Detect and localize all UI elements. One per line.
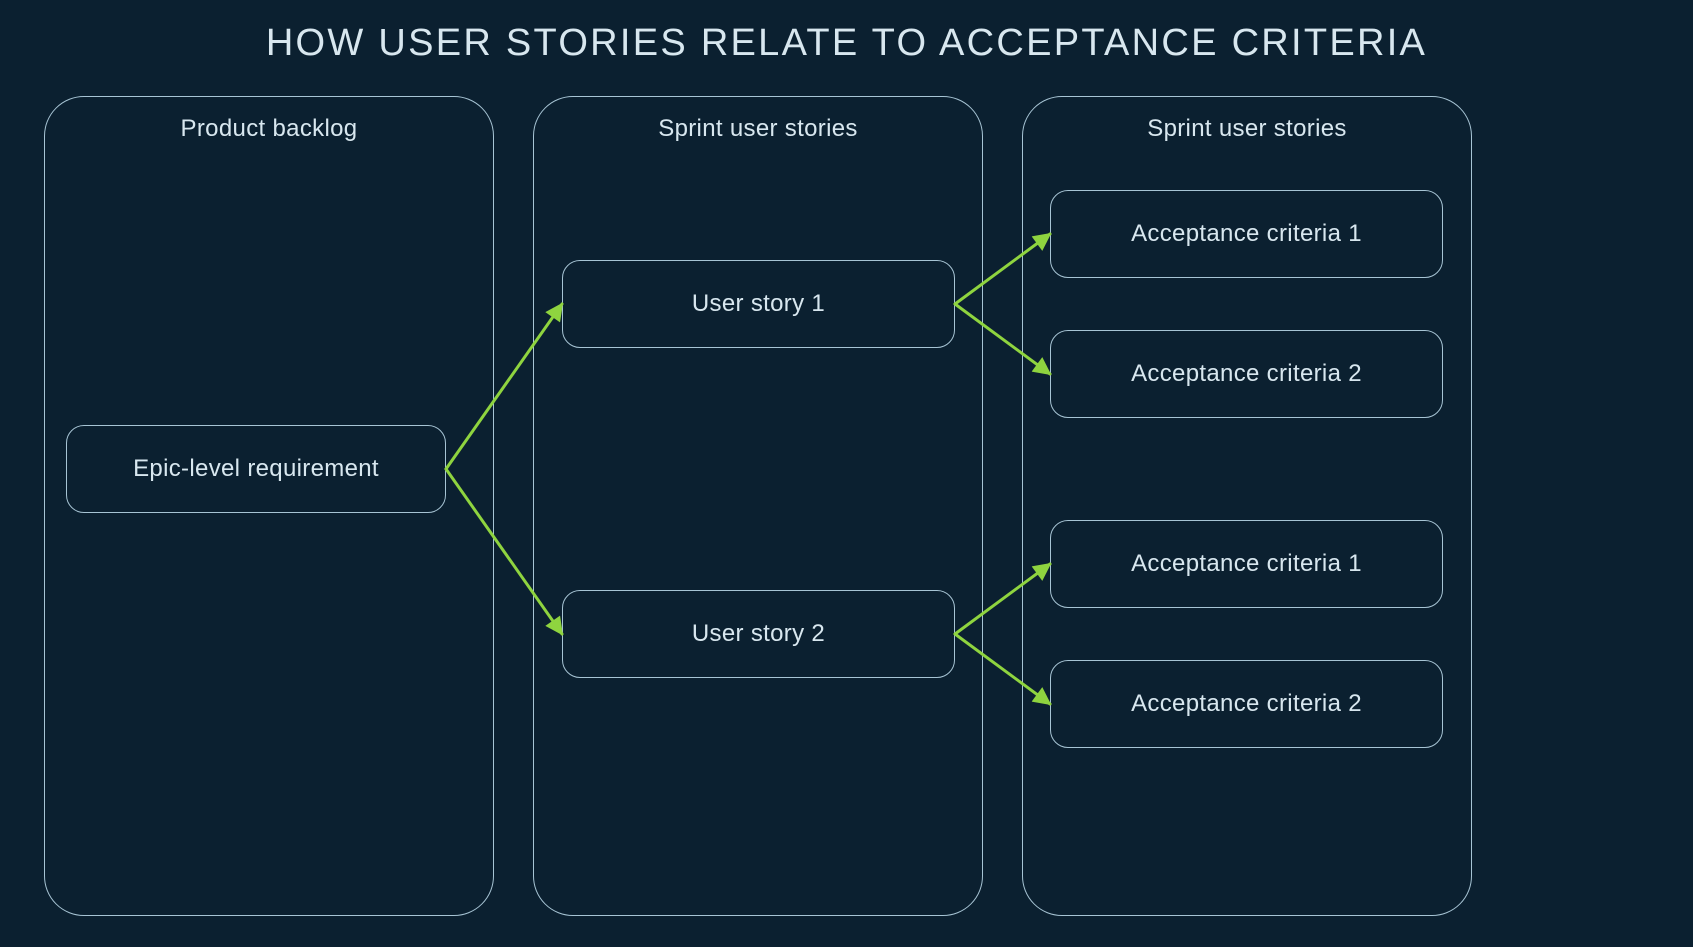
node-ac2b: Acceptance criteria 2 [1050,660,1443,748]
diagram-canvas: HOW USER STORIES RELATE TO ACCEPTANCE CR… [0,0,1693,947]
column-header: Product backlog [45,115,493,143]
column-header: Sprint user stories [534,115,982,143]
node-ac2a: Acceptance criteria 1 [1050,520,1443,608]
node-us1: User story 1 [562,260,955,348]
node-epic: Epic-level requirement [66,425,446,513]
node-ac1a: Acceptance criteria 1 [1050,190,1443,278]
node-ac1b: Acceptance criteria 2 [1050,330,1443,418]
column-col-stories: Sprint user stories [533,96,983,916]
node-us2: User story 2 [562,590,955,678]
diagram-title: HOW USER STORIES RELATE TO ACCEPTANCE CR… [0,22,1693,65]
column-header: Sprint user stories [1023,115,1471,143]
